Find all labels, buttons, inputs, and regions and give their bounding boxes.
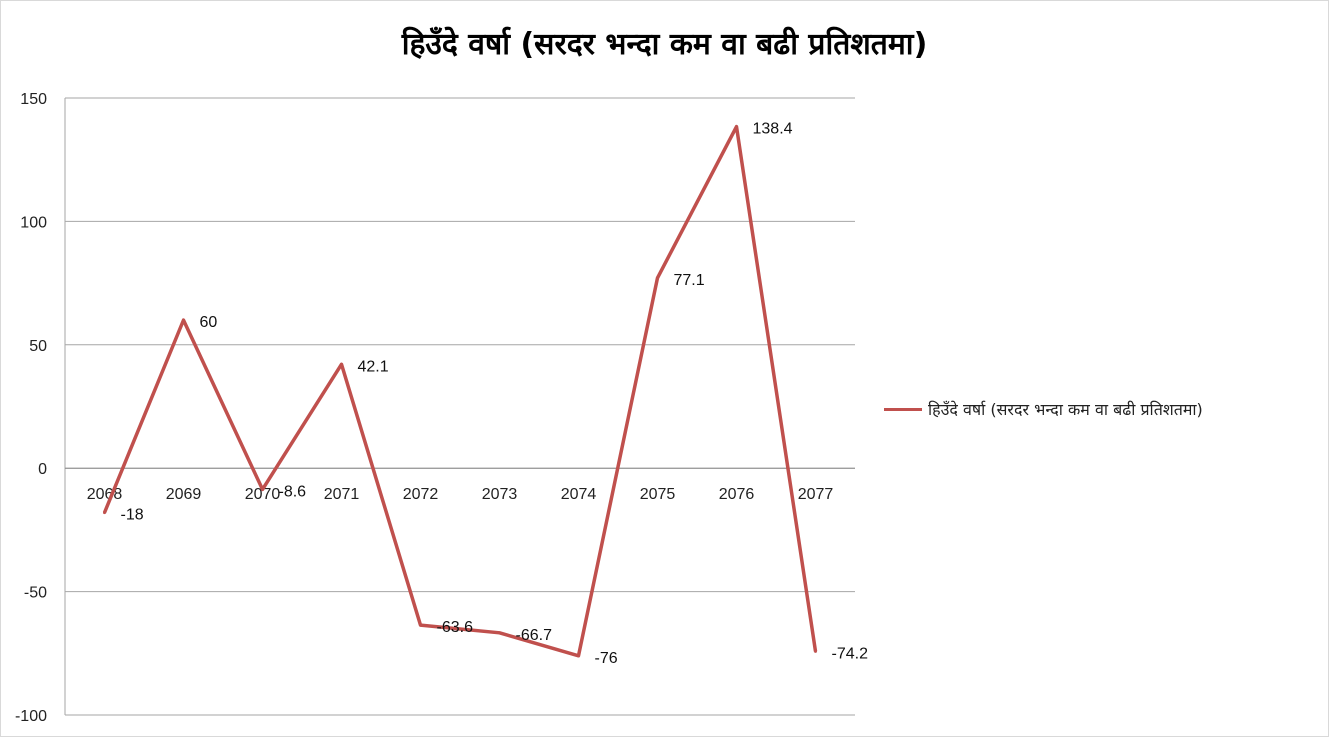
legend-label: हिउँदे वर्षा (सरदर भन्दा कम वा बढी प्रति… [928,400,1203,419]
legend-swatch [884,407,922,411]
data-label: -66.7 [516,627,553,644]
data-point [577,654,580,658]
y-tick-label: -100 [15,708,47,725]
data-label: -74.2 [832,645,869,662]
data-point [735,125,738,129]
x-tick-label: 2070 [245,486,281,503]
x-tick-label: 2072 [403,486,439,503]
data-label: -18 [121,507,144,524]
data-point [419,623,422,627]
data-point [182,318,185,322]
x-tick-label: 2074 [561,486,597,503]
x-tick-label: 2076 [719,486,755,503]
y-tick-label: 100 [20,214,47,231]
series-line [102,124,818,658]
data-label: -76 [595,650,618,667]
data-label: 138.4 [753,121,793,138]
data-point [103,511,106,515]
y-tick-label: 150 [20,91,47,108]
data-label: 42.1 [358,358,389,375]
data-label: -8.6 [279,483,307,500]
x-tick-label: 2077 [798,486,834,503]
x-tick-label: 2073 [482,486,518,503]
data-point [814,649,817,653]
x-tick-label: 2071 [324,486,360,503]
x-tick-label: 2068 [87,486,123,503]
data-point [261,487,264,491]
chart-title: हिउँदे वर्षा (सरदर भन्दा कम वा बढी प्रति… [401,27,928,62]
x-tick-label: 2075 [640,486,676,503]
data-point [656,276,659,280]
x-tick-label: 2069 [166,486,202,503]
data-label: 60 [200,314,218,331]
data-label: -63.6 [437,619,474,636]
legend: हिउँदे वर्षा (सरदर भन्दा कम वा बढी प्रति… [884,398,1203,420]
data-label: 77.1 [674,272,705,289]
y-tick-label: 50 [29,338,47,355]
data-point [340,362,343,366]
y-tick-label: -50 [24,585,47,602]
y-tick-label: 0 [38,461,47,478]
data-point [498,631,501,635]
